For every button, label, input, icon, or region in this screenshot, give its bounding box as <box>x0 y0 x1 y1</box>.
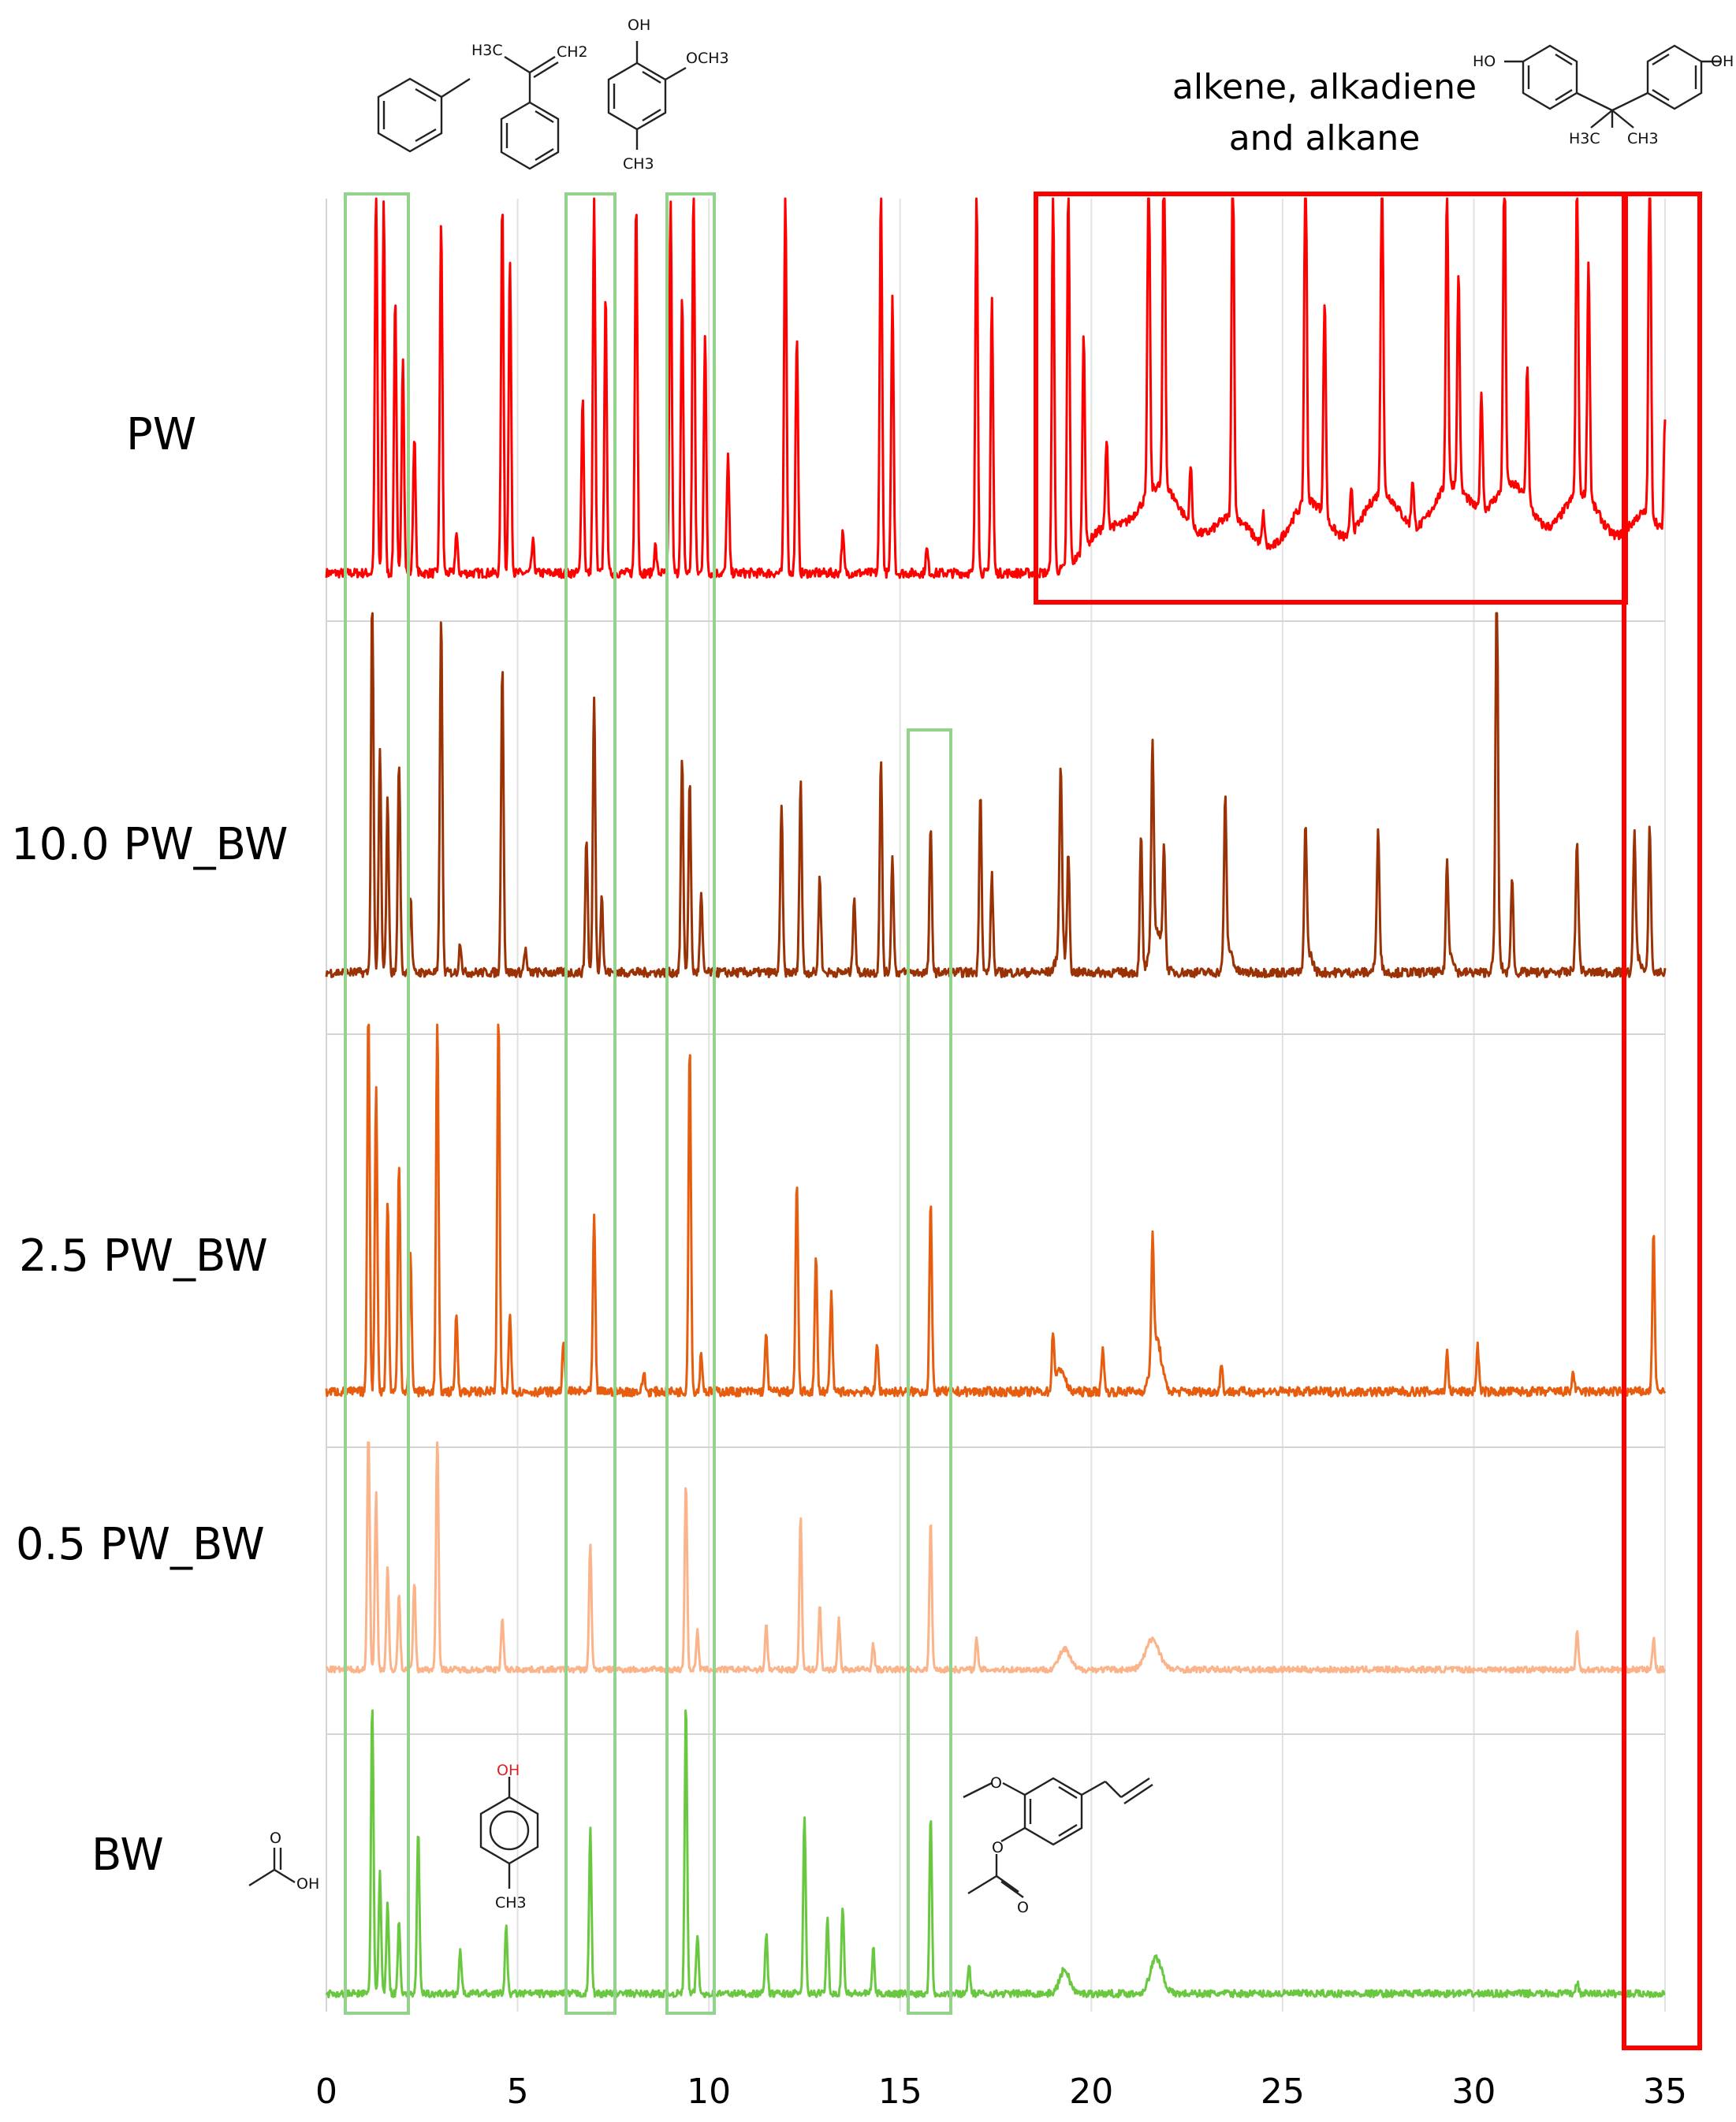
trace-label-0-5-pw-bw: 0.5 PW_BW <box>16 1519 265 1570</box>
annotation-line-2: and alkane <box>1229 118 1421 158</box>
chem-ch3-label: CH3 <box>623 155 654 173</box>
chem-oh-label-bpa: OH <box>1711 53 1734 70</box>
annotation-line-1: alkene, alkadiene <box>1172 67 1477 107</box>
trace-label-pw: PW <box>126 409 196 460</box>
structure-alpha-methylstyrene <box>500 55 560 170</box>
chem-ch3-label-bpa: CH3 <box>1627 130 1659 147</box>
x-tick-label-25: 25 <box>1261 2072 1305 2112</box>
chem-oh-label-cresol: OH <box>497 1762 520 1779</box>
chem-oh-label: OH <box>628 17 650 34</box>
x-tick-label-35: 35 <box>1643 2072 1687 2112</box>
highlight-box-green-1 <box>344 192 410 2015</box>
structure-eugenyl-acetate <box>963 1777 1153 1898</box>
trace-label-bw: BW <box>91 1830 164 1881</box>
x-tick-label-10: 10 <box>687 2072 731 2112</box>
highlight-box-red-2 <box>1622 192 1702 2050</box>
chem-ch2-label: CH2 <box>557 43 588 61</box>
x-axis: 0 5 10 15 20 25 30 35 <box>315 2072 1687 2112</box>
x-tick-label-15: 15 <box>878 2072 922 2112</box>
x-tick-label-30: 30 <box>1451 2072 1496 2112</box>
highlight-box-green-3 <box>665 192 716 2015</box>
chem-h3c-label-bpa: H3C <box>1569 130 1600 147</box>
grid <box>326 199 1666 2012</box>
chem-ho-label: HO <box>1473 53 1496 70</box>
highlight-boxes <box>344 192 1702 2050</box>
highlight-box-red-1 <box>1034 192 1628 605</box>
chem-och3-label: OCH3 <box>686 50 729 67</box>
chem-o-label-carbonyl: O <box>1017 1899 1029 1916</box>
traces <box>325 197 1667 1999</box>
structure-bisphenol-a <box>1504 44 1720 128</box>
structure-creosol <box>607 41 687 150</box>
structure-p-cresol <box>479 1777 539 1889</box>
chem-o-label-ester: O <box>992 1839 1004 1856</box>
chem-ch3-label-cresol: CH3 <box>495 1894 527 1912</box>
chem-oh-label-acid: OH <box>296 1875 319 1893</box>
structure-acetic-acid <box>248 1848 296 1887</box>
highlight-box-green-2 <box>564 192 617 2015</box>
x-tick-label-5: 5 <box>507 2072 529 2112</box>
chem-o-label: O <box>270 1830 281 1847</box>
x-tick-label-20: 20 <box>1069 2072 1113 2112</box>
chem-o-label-ether: O <box>990 1774 1002 1792</box>
series-line-2-5-pw-bw <box>325 1023 1667 1398</box>
highlight-box-green-4 <box>907 728 952 2015</box>
trace-label-2-5-pw-bw: 2.5 PW_BW <box>19 1230 268 1282</box>
structure-toluene <box>377 77 471 153</box>
series-line-10-0-pw-bw <box>325 612 1667 979</box>
chem-h3c-label: H3C <box>471 42 503 59</box>
trace-label-10-pw-bw: 10.0 PW_BW <box>11 819 288 870</box>
series-line-pw <box>325 197 1667 579</box>
x-tick-label-0: 0 <box>315 2072 337 2112</box>
series-line-0-5-pw-bw <box>325 1441 1667 1674</box>
series-line-bw <box>325 1709 1666 1999</box>
